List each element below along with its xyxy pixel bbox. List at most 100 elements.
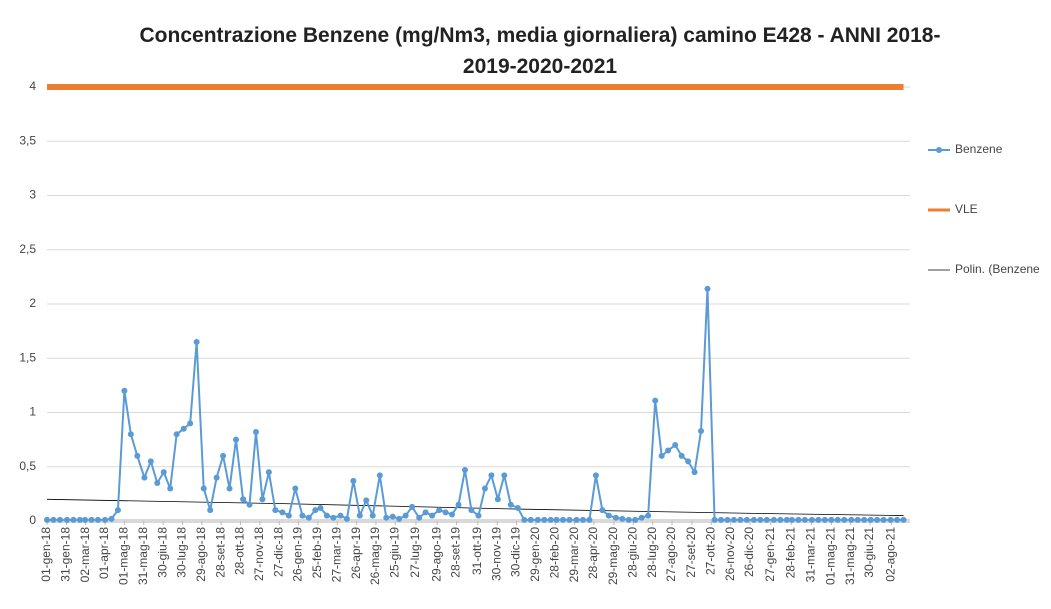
x-tick-label: 02-ago-21 xyxy=(883,527,897,582)
point xyxy=(527,516,534,523)
series-line xyxy=(47,287,904,521)
point xyxy=(685,458,692,465)
point xyxy=(312,507,319,514)
x-tick-label: 27-ago-20 xyxy=(664,527,678,582)
x-tick-label: 28-feb-21 xyxy=(783,527,797,579)
legend-marker xyxy=(936,147,942,153)
point xyxy=(599,507,606,514)
x-tick-label: 26-dic-20 xyxy=(742,527,756,577)
point xyxy=(279,509,286,516)
point xyxy=(213,474,220,481)
point xyxy=(455,501,462,508)
point xyxy=(356,512,363,519)
point xyxy=(848,516,855,523)
legend-label: VLE xyxy=(955,202,978,216)
point xyxy=(874,516,881,523)
point xyxy=(475,512,482,519)
point xyxy=(632,516,639,523)
point xyxy=(777,516,784,523)
point xyxy=(501,472,508,479)
point xyxy=(429,512,436,519)
x-tick-label: 27-dic-18 xyxy=(271,527,285,577)
x-tick-label: 28-set-19 xyxy=(449,527,463,578)
point xyxy=(468,507,475,514)
x-tick-label: 31-gen-18 xyxy=(59,527,73,582)
point xyxy=(841,516,848,523)
point xyxy=(299,512,306,519)
point xyxy=(894,516,901,523)
point xyxy=(147,458,154,465)
point xyxy=(240,496,247,503)
point xyxy=(488,472,495,479)
point xyxy=(730,516,737,523)
point xyxy=(718,516,725,523)
point xyxy=(44,516,50,523)
point xyxy=(317,504,324,511)
point xyxy=(619,515,626,522)
point xyxy=(305,514,312,521)
point xyxy=(200,485,207,492)
point xyxy=(252,429,259,436)
point xyxy=(350,477,357,484)
x-tick-label: 02-mar-18 xyxy=(78,527,92,583)
point xyxy=(743,516,750,523)
y-tick-label: 4 xyxy=(29,79,36,93)
x-tick-label: 30-dic-19 xyxy=(509,527,523,577)
x-tick-label: 28-ott-18 xyxy=(233,527,247,575)
point xyxy=(724,516,731,523)
point xyxy=(612,514,619,521)
point xyxy=(63,516,70,523)
point xyxy=(507,501,514,508)
y-tick-label: 1 xyxy=(29,405,36,419)
point xyxy=(828,516,835,523)
point xyxy=(376,472,383,479)
x-tick-label: 29-mag-20 xyxy=(606,527,620,585)
point xyxy=(815,516,822,523)
x-tick-label: 29-ago-18 xyxy=(194,527,208,582)
x-tick-label: 28-lug-20 xyxy=(645,527,659,578)
point xyxy=(691,469,698,476)
point xyxy=(801,516,808,523)
point xyxy=(783,516,790,523)
x-tick-label: 27-set-20 xyxy=(684,527,698,578)
x-tick-label: 27-nov-18 xyxy=(252,527,266,581)
x-tick-label: 30-nov-19 xyxy=(489,527,503,581)
point xyxy=(442,509,449,516)
chart-title: Concentrazione Benzene (mg/Nm3, media gi… xyxy=(139,24,941,78)
x-tick-label: 28-set-18 xyxy=(213,527,227,578)
point xyxy=(494,496,501,503)
point xyxy=(173,431,180,438)
point xyxy=(180,425,187,432)
point xyxy=(638,514,645,521)
point xyxy=(887,516,894,523)
x-tick-label: 01-mag-18 xyxy=(117,527,131,585)
y-tick-label: 3,5 xyxy=(19,133,36,147)
point xyxy=(226,485,233,492)
point xyxy=(193,338,200,345)
point xyxy=(383,514,390,521)
point xyxy=(108,515,115,522)
x-tick-label: 01-apr-18 xyxy=(97,527,111,579)
point xyxy=(750,516,757,523)
point xyxy=(672,442,679,449)
x-tick-label: 29-gen-20 xyxy=(528,527,542,582)
point xyxy=(416,514,423,521)
legend-label: Benzene xyxy=(955,142,1003,156)
point xyxy=(50,516,57,523)
point xyxy=(711,516,718,523)
y-tick-label: 3 xyxy=(29,188,36,202)
x-tick-label: 27-lug-19 xyxy=(408,527,422,578)
x-tick-label: 01-mag-21 xyxy=(823,527,837,585)
x-tick-label: 31-mar-21 xyxy=(803,527,817,583)
point xyxy=(645,512,652,519)
point xyxy=(409,503,416,510)
y-tick-label: 0 xyxy=(29,513,36,527)
point xyxy=(363,497,370,504)
x-tick-label: 29-mar-20 xyxy=(567,527,581,583)
point xyxy=(141,474,148,481)
point xyxy=(134,452,141,459)
point xyxy=(652,397,659,404)
point xyxy=(559,516,566,523)
x-tick-label: 25-feb-19 xyxy=(310,527,324,579)
